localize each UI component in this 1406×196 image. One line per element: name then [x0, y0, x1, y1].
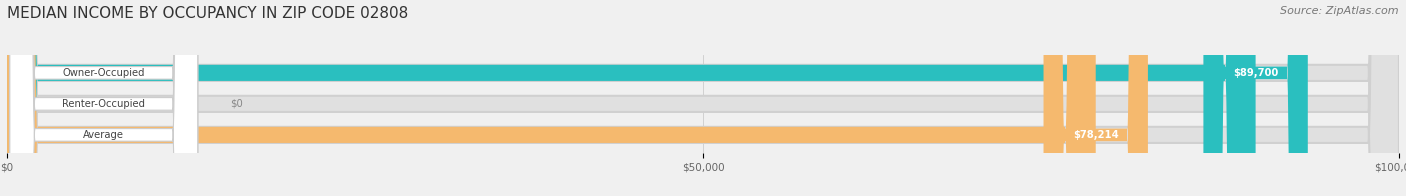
FancyBboxPatch shape — [10, 0, 198, 196]
Text: Renter-Occupied: Renter-Occupied — [62, 99, 145, 109]
FancyBboxPatch shape — [10, 0, 198, 196]
Text: $0: $0 — [229, 99, 242, 109]
FancyBboxPatch shape — [7, 0, 1399, 196]
FancyBboxPatch shape — [10, 0, 198, 196]
FancyBboxPatch shape — [1043, 0, 1147, 196]
FancyBboxPatch shape — [7, 0, 1095, 196]
Text: $78,214: $78,214 — [1073, 130, 1119, 140]
FancyBboxPatch shape — [7, 0, 1399, 196]
FancyBboxPatch shape — [7, 0, 1256, 196]
Text: MEDIAN INCOME BY OCCUPANCY IN ZIP CODE 02808: MEDIAN INCOME BY OCCUPANCY IN ZIP CODE 0… — [7, 6, 408, 21]
Text: Average: Average — [83, 130, 124, 140]
FancyBboxPatch shape — [1204, 0, 1308, 196]
Text: Owner-Occupied: Owner-Occupied — [62, 68, 145, 78]
FancyBboxPatch shape — [7, 0, 1399, 196]
Text: $89,700: $89,700 — [1233, 68, 1278, 78]
Text: Source: ZipAtlas.com: Source: ZipAtlas.com — [1281, 6, 1399, 16]
